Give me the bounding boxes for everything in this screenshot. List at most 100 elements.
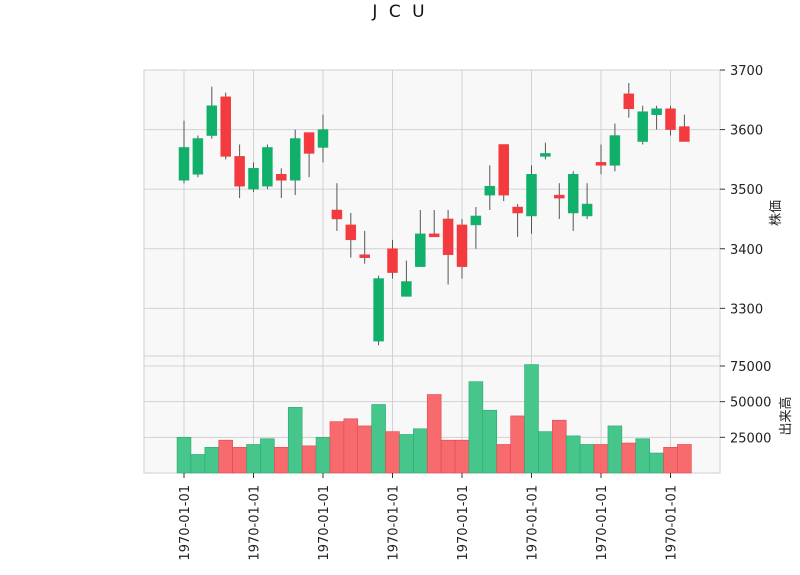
candle-body — [192, 138, 204, 175]
chart-title: J C U — [371, 2, 427, 22]
x-tick-label: 1970-01-01 — [178, 485, 193, 561]
candle — [276, 168, 287, 199]
candle — [540, 142, 551, 160]
price-tick-label: 3300 — [730, 302, 763, 317]
volume-axis-label: 出来高 — [778, 396, 794, 435]
candle-body — [276, 174, 287, 181]
volume-bar — [593, 444, 609, 474]
candle-body — [345, 224, 357, 241]
price-tick-label: 3400 — [730, 243, 763, 258]
volume-bar — [218, 439, 233, 474]
volume-bar — [301, 445, 317, 474]
candle — [234, 144, 245, 199]
candle-body — [456, 224, 468, 267]
volume-bars — [176, 364, 692, 474]
volume-bar — [440, 439, 456, 474]
candle — [512, 204, 523, 237]
candle-body — [679, 126, 690, 142]
candle — [331, 183, 343, 231]
volume-bar — [468, 381, 484, 474]
volume-bar — [524, 364, 539, 474]
candle-body — [415, 233, 426, 267]
candle — [554, 183, 565, 219]
candle — [387, 239, 398, 279]
x-tick-label: 1970-01-01 — [665, 485, 680, 561]
candle-body — [637, 111, 648, 142]
candle-body — [373, 278, 384, 342]
volume-bar — [579, 444, 595, 474]
candle-body — [470, 215, 482, 226]
candle — [637, 105, 648, 145]
candle-body — [567, 174, 579, 214]
candle-body — [526, 174, 537, 217]
candle-body — [289, 138, 301, 181]
candle — [206, 86, 218, 139]
volume-bar — [385, 431, 400, 474]
candle-body — [442, 218, 454, 255]
candle — [595, 144, 607, 175]
candle — [456, 218, 468, 279]
candle — [220, 92, 231, 160]
candle — [248, 162, 259, 193]
candle — [567, 171, 579, 231]
candle — [651, 105, 662, 130]
x-tick-label: 1970-01-01 — [248, 485, 263, 561]
candle-body — [595, 162, 607, 166]
candle — [526, 165, 537, 234]
volume-bar — [538, 431, 553, 474]
x-tick-label: 1970-01-01 — [317, 485, 332, 561]
x-tick-label: 1970-01-01 — [526, 485, 541, 561]
volume-bar — [232, 447, 247, 474]
candle-body — [428, 233, 440, 238]
candle — [345, 213, 357, 258]
volume-bar — [399, 434, 414, 474]
x-tick-label: 1970-01-01 — [456, 485, 471, 561]
candle-body — [512, 206, 523, 214]
volume-bar — [496, 444, 511, 474]
candle-body — [651, 108, 662, 115]
candle-body — [262, 147, 273, 187]
candle — [262, 144, 273, 190]
volume-bar — [315, 437, 331, 474]
candle — [289, 129, 301, 196]
volume-bar — [635, 438, 650, 474]
candle-body — [581, 203, 593, 217]
price-tick-label: 3600 — [730, 124, 763, 139]
x-axis: 1970-01-01 1970-01-01 1970-01-01 1970-01-01… — [178, 473, 680, 561]
volume-bar — [510, 415, 525, 474]
volume-bar — [565, 435, 581, 474]
candle — [679, 114, 690, 142]
price-tick-label: 3500 — [730, 183, 763, 198]
price-axis: 3300 3400 3500 3600 3700 — [720, 64, 763, 317]
candle-body — [331, 209, 343, 220]
volume-panel: 25000 50000 75000 出来高 — [143, 355, 794, 474]
candle — [401, 260, 412, 297]
candle-body — [317, 129, 329, 148]
volume-bar — [482, 409, 498, 474]
candle-body — [206, 105, 218, 136]
candle-body — [484, 185, 496, 196]
candle-body — [623, 93, 635, 109]
candle-body — [220, 96, 231, 157]
candle — [192, 135, 204, 178]
candle-body — [234, 156, 245, 187]
candle — [609, 123, 621, 172]
volume-bar — [274, 447, 289, 474]
volume-bar — [677, 444, 692, 474]
candle-body — [387, 248, 398, 273]
candle — [178, 120, 190, 184]
volume-bar — [204, 447, 220, 474]
volume-axis: 25000 50000 75000 — [720, 360, 771, 446]
candle-body — [609, 135, 621, 166]
candle — [498, 144, 509, 202]
volume-bar — [357, 425, 372, 474]
candle-body — [401, 281, 412, 297]
candle — [623, 83, 635, 118]
volume-bar — [426, 394, 442, 474]
volume-bar — [371, 404, 386, 474]
volume-tick-label: 75000 — [730, 360, 771, 375]
volume-bar — [649, 452, 664, 474]
candle — [484, 165, 496, 211]
x-tick-label: 1970-01-01 — [387, 485, 402, 561]
